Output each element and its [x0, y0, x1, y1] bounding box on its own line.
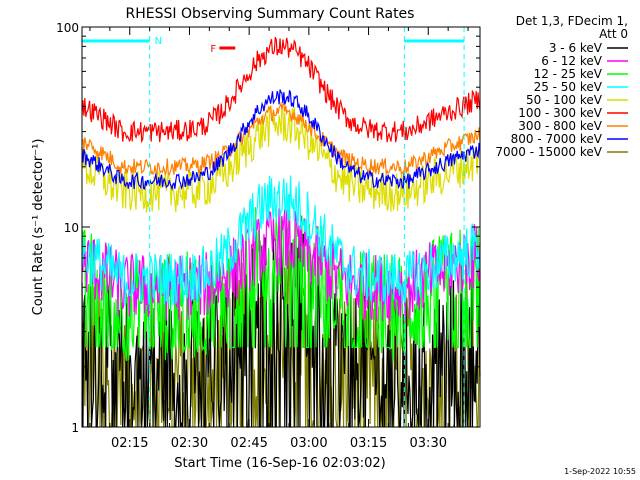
legend-label: 7000 - 15000 keV	[495, 145, 602, 159]
legend-header-line-1: Det 1,3, FDecim 1,	[516, 14, 628, 28]
x-tick-label: 02:30	[171, 436, 208, 451]
x-axis: 02:15 02:30 02:45 03:00 03:15 03:30	[89, 27, 469, 451]
annotation-layer: NF	[82, 27, 465, 427]
y-tick-label: 100	[56, 21, 79, 35]
x-axis-label: Start Time (16-Sep-16 02:03:02)	[174, 456, 385, 471]
y-axis-label: Count Rate (s⁻¹ detector⁻¹)	[31, 139, 46, 316]
chart-title: RHESSI Observing Summary Count Rates	[126, 6, 415, 22]
legend-label: 300 - 800 keV	[518, 119, 602, 133]
x-tick-label: 03:30	[410, 436, 447, 451]
footer-timestamp: 1-Sep-2022 10:55	[564, 467, 636, 476]
y-tick-label: 10	[64, 221, 79, 235]
night-label: N	[155, 36, 162, 47]
series-line-5	[81, 104, 481, 213]
series-line-4	[81, 175, 481, 307]
y-axis: 1 10 100	[56, 21, 480, 435]
y-tick-label: 1	[71, 421, 79, 435]
legend-label: 6 - 12 keV	[541, 54, 603, 68]
series-line-8	[81, 89, 481, 192]
legend-label: 12 - 25 keV	[534, 67, 603, 81]
series-line-2	[81, 208, 481, 322]
legend-label: 800 - 7000 keV	[511, 132, 603, 146]
series-line-7	[81, 101, 481, 177]
x-tick-label: 03:15	[350, 436, 387, 451]
legend-label: 3 - 6 keV	[549, 41, 603, 55]
series-line-6	[81, 36, 481, 144]
legend-label: 100 - 300 keV	[518, 106, 602, 120]
legend-label: 25 - 50 keV	[534, 80, 603, 94]
x-tick-label: 02:15	[111, 436, 148, 451]
series-layer	[81, 36, 481, 428]
x-tick-label: 03:00	[290, 436, 327, 451]
legend-label: 50 - 100 keV	[526, 93, 603, 107]
legend-header-line-2: Att 0	[599, 27, 628, 41]
x-tick-label: 02:45	[230, 436, 267, 451]
flare-label: F	[210, 44, 216, 55]
